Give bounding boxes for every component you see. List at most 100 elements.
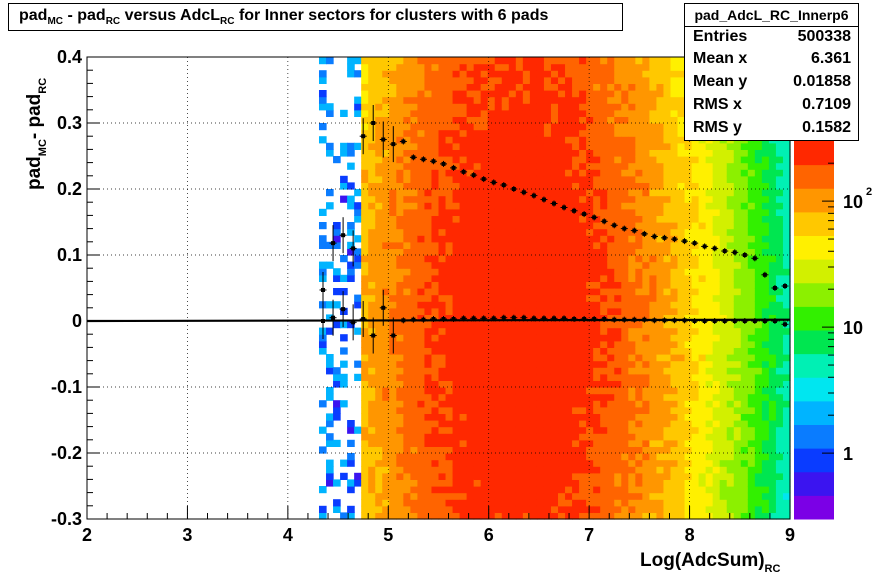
heatmap-cell xyxy=(740,274,749,282)
heatmap-cell xyxy=(712,142,721,150)
heatmap-cell xyxy=(445,360,454,368)
heatmap-cell xyxy=(621,433,629,441)
heatmap-cell xyxy=(494,354,503,362)
profile-point xyxy=(531,316,536,321)
heatmap-cell xyxy=(747,156,756,164)
heatmap-cell xyxy=(480,387,489,395)
heatmap-cell xyxy=(459,466,468,474)
heatmap-cell xyxy=(424,208,433,216)
heatmap-cell xyxy=(417,373,426,381)
profile-point xyxy=(371,121,376,125)
heatmap-cell xyxy=(572,156,580,164)
heatmap-cell xyxy=(719,413,728,421)
heatmap-cell xyxy=(396,129,404,137)
heatmap-cell xyxy=(677,255,686,263)
heatmap-cell xyxy=(572,360,580,368)
heatmap-cell xyxy=(508,162,517,170)
heatmap-cell xyxy=(761,499,770,507)
heatmap-cell xyxy=(712,307,721,315)
heatmap-cell xyxy=(782,241,791,249)
heatmap-cell xyxy=(621,76,629,84)
heatmap-cell xyxy=(466,189,475,197)
heatmap-cell xyxy=(536,453,545,461)
heatmap-cell xyxy=(705,446,714,454)
heatmap-cell xyxy=(572,149,580,157)
heatmap-cell xyxy=(719,314,728,322)
heatmap-cell xyxy=(670,400,679,408)
heatmap-cell xyxy=(656,472,665,480)
heatmap-cell xyxy=(550,156,559,164)
heatmap-cell xyxy=(656,281,665,289)
heatmap-cell xyxy=(494,83,503,91)
profile-point xyxy=(662,235,667,240)
heatmap-cell xyxy=(600,354,608,362)
heatmap-cell xyxy=(712,512,721,520)
heatmap-cell xyxy=(782,354,791,362)
heatmap-cell xyxy=(677,228,686,236)
heatmap-cell xyxy=(782,156,791,164)
heatmap-cell xyxy=(382,354,390,362)
heatmap-cell xyxy=(487,215,496,223)
heatmap-cell xyxy=(747,453,756,461)
heatmap-cell xyxy=(635,222,643,230)
heatmap-cell xyxy=(761,380,770,388)
heatmap-cell xyxy=(522,459,531,467)
heatmap-cell xyxy=(705,301,714,309)
heatmap-cell xyxy=(501,486,510,494)
heatmap-cell xyxy=(663,281,672,289)
heatmap-cell xyxy=(382,472,390,480)
heatmap-cell xyxy=(466,228,475,236)
heatmap-cell xyxy=(698,314,707,322)
heatmap-cell xyxy=(691,261,700,269)
heatmap-cell xyxy=(726,373,735,381)
heatmap-cell xyxy=(487,393,496,401)
heatmap-cell xyxy=(614,321,622,329)
heatmap-cell xyxy=(543,347,552,355)
heatmap-cell xyxy=(684,156,693,164)
heatmap-cell xyxy=(368,327,376,335)
heatmap-cell xyxy=(726,446,735,454)
heatmap-cell xyxy=(480,235,489,243)
profile-point xyxy=(501,183,506,188)
heatmap-cell xyxy=(515,334,524,342)
heatmap-cell xyxy=(705,156,714,164)
heatmap-cell xyxy=(761,387,770,395)
heatmap-cell xyxy=(565,195,573,203)
heatmap-cell xyxy=(712,354,721,362)
heatmap-cell xyxy=(424,123,433,131)
heatmap-cell xyxy=(466,294,475,302)
heatmap-cell xyxy=(579,446,587,454)
heatmap-cell xyxy=(698,149,707,157)
heatmap-cell xyxy=(607,235,615,243)
heatmap-cell xyxy=(550,426,559,434)
heatmap-cell xyxy=(452,367,461,375)
heatmap-cell xyxy=(712,439,721,447)
heatmap-cell xyxy=(438,486,447,494)
heatmap-cell xyxy=(487,499,496,507)
heatmap-cell xyxy=(600,301,608,309)
heatmap-cell xyxy=(572,466,580,474)
heatmap-cell xyxy=(747,334,756,342)
heatmap-cell xyxy=(558,228,566,236)
heatmap-cell xyxy=(501,169,510,177)
heatmap-cell xyxy=(558,76,566,84)
heatmap-cell xyxy=(761,189,770,197)
heatmap-cell xyxy=(529,123,538,131)
heatmap-cell xyxy=(593,57,601,65)
heatmap-cell xyxy=(459,268,468,276)
heatmap-cell xyxy=(586,83,594,91)
heatmap-cell xyxy=(726,228,735,236)
heatmap-cell xyxy=(754,274,763,282)
heatmap-cell xyxy=(361,96,369,104)
heatmap-cell xyxy=(536,426,545,434)
heatmap-cell xyxy=(593,393,601,401)
heatmap-cell xyxy=(747,142,756,150)
heatmap-cell xyxy=(550,486,559,494)
heatmap-cell xyxy=(565,274,573,282)
heatmap-cell xyxy=(445,281,454,289)
heatmap-cell xyxy=(684,307,693,315)
profile-point xyxy=(381,305,386,310)
heatmap-cell xyxy=(543,340,552,348)
heatmap-cell xyxy=(663,406,672,414)
heatmap-cell xyxy=(719,439,728,447)
